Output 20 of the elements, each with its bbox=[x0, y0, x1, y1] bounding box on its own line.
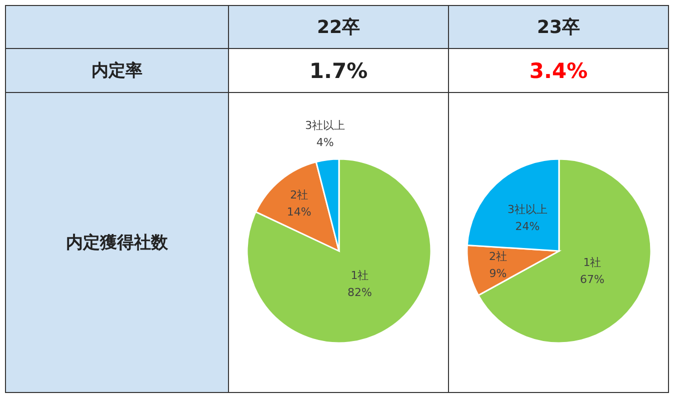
text: 内定率 bbox=[92, 60, 142, 82]
text: 3.4% bbox=[529, 58, 588, 82]
text: 1.7% bbox=[309, 58, 368, 82]
data-label: 67% bbox=[580, 273, 604, 286]
pie-slice bbox=[246, 158, 432, 344]
slice-label: 1社 bbox=[583, 256, 602, 270]
chart-title: 23卒 bbox=[536, 16, 580, 39]
data-label: 24% bbox=[515, 220, 540, 233]
text: 内定獲得社数 bbox=[66, 232, 168, 254]
slice-label: 1社 bbox=[350, 269, 369, 282]
pie-slice bbox=[255, 161, 340, 252]
data-label: 4% bbox=[316, 136, 334, 149]
slice-label: 3社以上 bbox=[305, 118, 346, 132]
data-label: 82% bbox=[347, 286, 372, 300]
slice-label: 3社以上 bbox=[508, 202, 548, 216]
slice-label: 2社 bbox=[488, 250, 507, 264]
data-label: 9% bbox=[489, 267, 507, 280]
data-label: 14% bbox=[286, 205, 312, 218]
slice-label: 2社 bbox=[290, 188, 308, 202]
chart-title: 22卒 bbox=[316, 16, 360, 39]
